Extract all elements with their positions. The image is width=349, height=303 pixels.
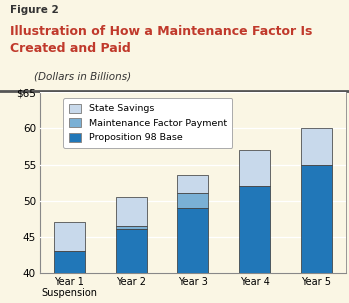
Text: Figure 2: Figure 2 [10, 5, 59, 15]
Bar [116, 197, 147, 226]
Bar [239, 186, 270, 273]
Text: Illustration of How a Maintenance Factor Is
Created and Paid: Illustration of How a Maintenance Factor… [10, 25, 313, 55]
Bar [116, 226, 147, 229]
Bar [116, 229, 147, 273]
Bar [54, 251, 85, 273]
Bar [239, 150, 270, 186]
Bar [301, 165, 332, 273]
Bar [177, 208, 208, 273]
Bar [177, 175, 208, 193]
Text: (Dollars in Billions): (Dollars in Billions) [34, 72, 131, 82]
Bar [54, 222, 85, 251]
Legend: State Savings, Maintenance Factor Payment, Proposition 98 Base: State Savings, Maintenance Factor Paymen… [63, 98, 232, 148]
Bar [177, 193, 208, 208]
Bar [301, 128, 332, 165]
